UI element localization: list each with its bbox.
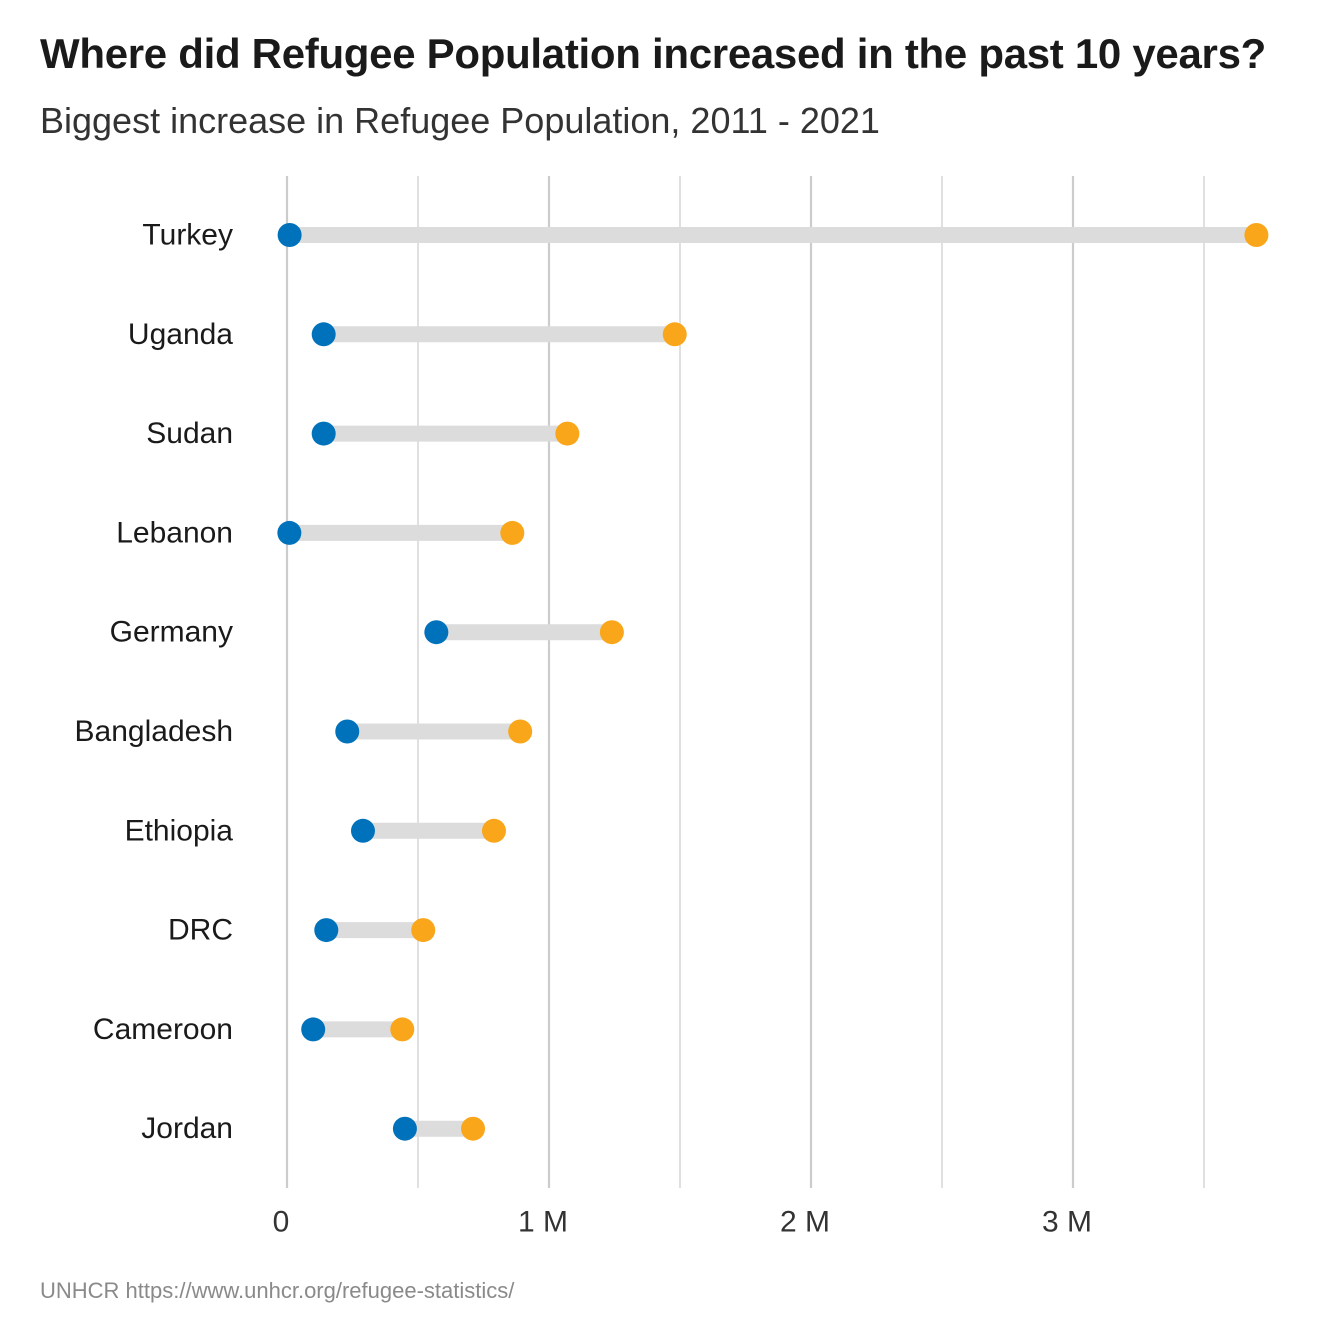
category-label: Jordan: [141, 1112, 233, 1145]
category-label: Germany: [110, 616, 233, 649]
end-value-point: [662, 322, 687, 347]
category-label: Turkey: [142, 219, 233, 252]
start-value-point: [311, 322, 336, 347]
x-tick-label: 1 M: [518, 1206, 568, 1239]
start-value-point: [350, 818, 375, 843]
chart-title: Where did Refugee Population increased i…: [40, 30, 1266, 77]
start-value-point: [301, 1017, 326, 1042]
data-points: [277, 223, 1269, 1141]
end-value-point: [390, 1017, 415, 1042]
end-value-point: [599, 620, 624, 645]
x-axis-tick-labels: 0 1 M 2 M 3 M: [273, 1206, 1092, 1239]
gridlines: [285, 176, 1205, 1188]
chart-subtitle: Biggest increase in Refugee Population, …: [40, 100, 880, 141]
category-labels: Turkey Uganda Sudan Lebanon Germany Banglades…: [75, 219, 234, 1146]
x-tick-label: 3 M: [1042, 1206, 1092, 1239]
end-value-point: [411, 918, 436, 943]
source-caption: UNHCR https://www.unhcr.org/refugee-stat…: [40, 1278, 515, 1303]
end-value-point: [508, 719, 533, 744]
start-value-point: [335, 719, 360, 744]
category-label: Ethiopia: [125, 814, 234, 847]
end-value-point: [555, 421, 580, 446]
start-value-point: [392, 1116, 417, 1141]
start-value-point: [277, 520, 302, 545]
end-value-point: [500, 520, 525, 545]
category-label: Uganda: [128, 318, 233, 351]
start-value-point: [311, 421, 336, 446]
start-value-point: [277, 223, 302, 247]
start-value-point: [314, 918, 339, 943]
x-tick-label: 0: [273, 1206, 290, 1239]
x-tick-label: 2 M: [780, 1206, 830, 1239]
category-label: Sudan: [146, 417, 233, 450]
end-value-point: [1244, 223, 1269, 247]
end-value-point: [461, 1116, 486, 1141]
end-value-point: [481, 818, 506, 843]
category-label: Lebanon: [116, 516, 233, 549]
start-value-point: [424, 620, 449, 645]
category-label: Bangladesh: [75, 715, 233, 748]
range-segments: [289, 227, 1257, 1137]
category-label: Cameroon: [93, 1013, 233, 1046]
category-label: DRC: [168, 914, 233, 947]
